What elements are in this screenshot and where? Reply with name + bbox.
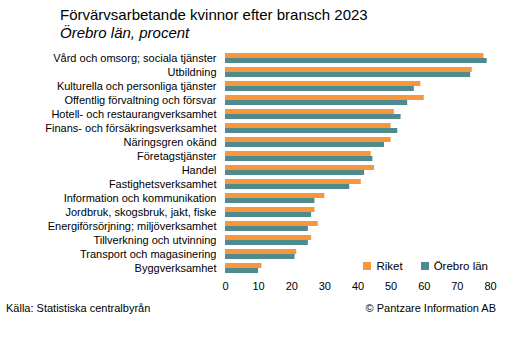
html-text:© Pantzare Information AB: © Pantzare Information AB bbox=[365, 302, 496, 314]
svg-text:30: 30 bbox=[319, 280, 331, 292]
svg-text:Handel: Handel bbox=[182, 164, 217, 176]
svg-text:70: 70 bbox=[451, 280, 463, 292]
svg-text:Fastighetsverksamhet: Fastighetsverksamhet bbox=[109, 178, 217, 190]
html-text:Örebro län, procent: Örebro län, procent bbox=[60, 24, 190, 41]
svg-text:Näringsgren okänd: Näringsgren okänd bbox=[124, 136, 217, 148]
svg-text:20: 20 bbox=[286, 280, 298, 292]
svg-text:Energiförsörjning; miljöverksa: Energiförsörjning; miljöverksamhet bbox=[48, 220, 217, 232]
svg-text:Kulturella och personliga tjän: Kulturella och personliga tjänster bbox=[57, 80, 217, 92]
html-text:Förvärvsarbetande kvinnor efte: Förvärvsarbetande kvinnor efter bransch … bbox=[60, 6, 368, 23]
html-text:Riket: Riket bbox=[376, 260, 403, 272]
svg-text:Information och kommunikation: Information och kommunikation bbox=[64, 192, 217, 204]
svg-text:Tillverkning och utvinning: Tillverkning och utvinning bbox=[93, 234, 216, 246]
svg-text:60: 60 bbox=[418, 280, 430, 292]
svg-text:10: 10 bbox=[253, 280, 265, 292]
svg-text:40: 40 bbox=[352, 280, 364, 292]
svg-text:50: 50 bbox=[385, 280, 397, 292]
svg-text:Offentlig förvaltning och förs: Offentlig förvaltning och försvar bbox=[64, 94, 216, 106]
svg-text:Utbildning: Utbildning bbox=[168, 66, 217, 78]
svg-text:Hotell- och restaurangverksamh: Hotell- och restaurangverksamhet bbox=[51, 108, 216, 120]
svg-text:Vård och omsorg; sociala tjäns: Vård och omsorg; sociala tjänster bbox=[53, 52, 217, 64]
svg-text:Företagstjänster: Företagstjänster bbox=[137, 150, 217, 162]
html-text:Källa: Statistiska centralbyrå: Källa: Statistiska centralbyrån bbox=[6, 302, 151, 314]
svg-text:Finans- och försäkringsverksam: Finans- och försäkringsverksamhet bbox=[45, 122, 216, 134]
html-text:Örebro län: Örebro län bbox=[433, 260, 488, 272]
svg-text:Byggverksamhet: Byggverksamhet bbox=[135, 262, 217, 274]
svg-text:0: 0 bbox=[222, 280, 228, 292]
svg-text:80: 80 bbox=[484, 280, 496, 292]
svg-text:Jordbruk, skogsbruk, jakt, fis: Jordbruk, skogsbruk, jakt, fiske bbox=[65, 206, 216, 218]
svg-text:Transport och magasinering: Transport och magasinering bbox=[80, 248, 217, 260]
